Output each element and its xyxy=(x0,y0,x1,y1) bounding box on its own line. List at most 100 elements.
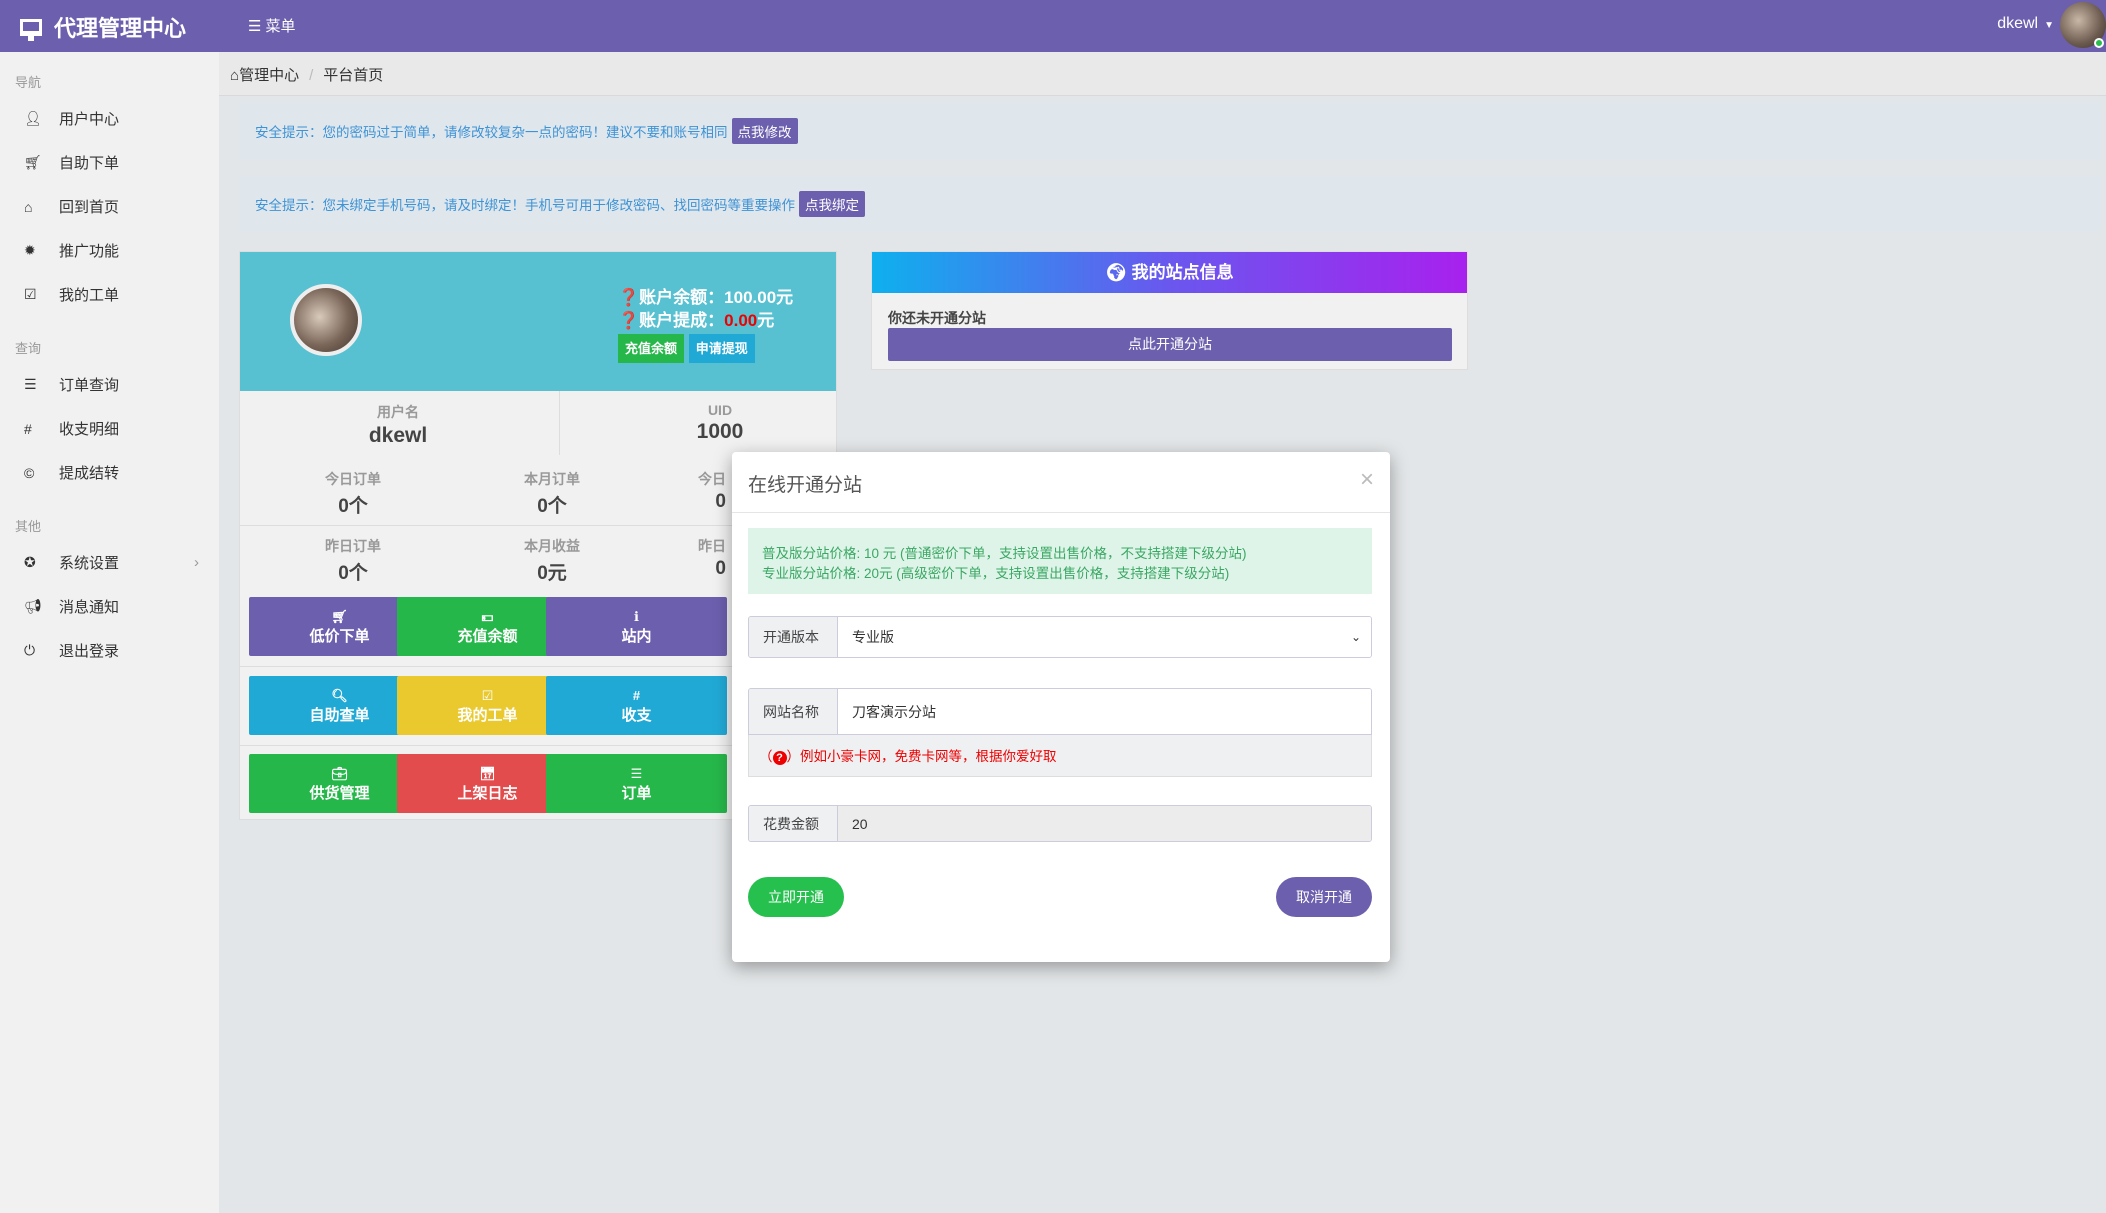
check-square-icon: ☑ xyxy=(481,688,494,703)
monitor-icon xyxy=(20,18,42,41)
stat-label: 本月订单 xyxy=(524,471,580,487)
rebel-icon: ✪ xyxy=(24,554,36,570)
version-label: 开通版本 xyxy=(749,617,838,657)
cart-icon: 🛒︎ xyxy=(331,609,348,624)
uid-stat: UID 1000 xyxy=(620,402,820,444)
bind-phone-button[interactable]: 点我绑定 xyxy=(799,191,865,217)
withdraw-button[interactable]: 申请提现 xyxy=(688,334,755,363)
sidebar-item-logout[interactable]: ⏻ 退出登录 xyxy=(24,640,199,661)
copyright-icon: © xyxy=(24,464,35,481)
divider xyxy=(240,666,836,667)
cost-label: 花费金额 xyxy=(749,806,838,841)
sidebar-item-settings[interactable]: ✪ 系统设置 › xyxy=(24,552,199,573)
sidebar-item-label: 用户中心 xyxy=(59,111,120,128)
phone-alert: 安全提示：您未绑定手机号码，请及时绑定！手机号可用于修改密码、找回密码等重要操作… xyxy=(239,176,2101,232)
sidebar-item-home[interactable]: ⌂ 回到首页 xyxy=(24,196,199,217)
recharge-button[interactable]: 充值余额 xyxy=(618,334,685,363)
submit-button[interactable]: 立即开通 xyxy=(748,877,844,917)
globe-icon: 🌍︎ xyxy=(1105,263,1132,282)
hashtag-icon: # xyxy=(24,420,32,437)
stat-label: 用户名 xyxy=(377,404,419,420)
site-name-input[interactable]: 刀客演示分站 xyxy=(838,689,1371,734)
commission-unit: 元 xyxy=(757,311,775,330)
open-substation-button[interactable]: 点此开通分站 xyxy=(888,328,1452,361)
home-icon: ⌂ xyxy=(230,67,240,84)
list-icon: ☰ xyxy=(630,766,643,781)
site-name-group: 网站名称 刀客演示分站 xyxy=(748,688,1372,735)
balance-info: ❓账户余额：100.00元 ❓账户提成：0.00元 充值余额 申请提现 xyxy=(618,286,793,363)
close-icon[interactable]: × xyxy=(1359,466,1374,493)
stat-label: 本月收益 xyxy=(524,538,580,554)
caret-down-icon: ▼ xyxy=(2044,20,2054,31)
menu-label: 菜单 xyxy=(265,18,296,35)
hashtag-icon: # xyxy=(632,688,641,703)
sidebar-item-promotion[interactable]: ✹ 推广功能 xyxy=(24,240,199,261)
menu-icon: ☰ xyxy=(248,17,262,35)
info-icon: ℹ xyxy=(634,609,639,624)
stat-month-orders: 本月订单 0个 xyxy=(452,469,652,518)
stat-value: 0个 xyxy=(338,563,368,584)
sidebar-item-commission[interactable]: © 提成结转 xyxy=(24,462,199,483)
password-alert: 安全提示：您的密码过于简单，请修改较复杂一点的密码！建议不要和账号相同 点我修改 xyxy=(239,102,2101,160)
quick-action-button[interactable]: ℹ 站内 xyxy=(546,597,727,656)
menu-toggle[interactable]: ☰ 菜单 xyxy=(248,15,295,36)
stat-label: 今日 xyxy=(698,471,726,487)
stat-value: 1000 xyxy=(696,420,744,443)
stat-yesterday-orders: 昨日订单 0个 xyxy=(253,536,453,585)
sidebar-item-label: 消息通知 xyxy=(59,599,120,616)
quick-action-label: 低价下单 xyxy=(309,628,370,645)
balance-value: 100.00元 xyxy=(724,288,794,307)
site-name-label: 网站名称 xyxy=(749,689,838,734)
gear-icon: ✹ xyxy=(24,242,36,258)
user-dropdown[interactable]: dkewl ▼ xyxy=(1997,15,2054,33)
sidebar-item-self-order[interactable]: 🛒︎ 自助下单 xyxy=(24,152,199,173)
version-select[interactable]: 专业版 ⌄ xyxy=(838,617,1371,657)
divider xyxy=(559,391,560,455)
divider xyxy=(240,525,836,526)
quick-action-label: 我的工单 xyxy=(457,707,518,724)
money-icon: 💵︎ xyxy=(481,609,494,624)
stat-value: 0个 xyxy=(537,496,567,517)
breadcrumb-separator: / xyxy=(309,67,314,84)
site-name-hint: （? ）例如小豪卡网，免费卡网等，根据你爱好取 xyxy=(748,735,1372,777)
modal-title: 在线开通分站 xyxy=(748,475,863,496)
stat-value: 0元 xyxy=(537,563,567,584)
pricing-pro: 专业版分站价格: 20元 (高级密价下单，支持设置出售价格，支持搭建下级分站) xyxy=(762,566,1230,581)
divider xyxy=(732,512,1390,513)
quick-action-button[interactable]: # 收支 xyxy=(546,676,727,735)
commission-label: ❓账户提成： xyxy=(618,311,725,330)
stat-label: UID xyxy=(707,402,733,418)
change-password-button[interactable]: 点我修改 xyxy=(731,118,798,144)
stat-today-orders: 今日订单 0个 xyxy=(253,469,453,518)
sidebar-item-transactions[interactable]: # 收支明细 xyxy=(24,418,199,439)
home-icon: ⌂ xyxy=(24,198,33,215)
app-logo[interactable]: 代理管理中心 xyxy=(20,11,186,43)
quick-action-label: 供货管理 xyxy=(309,785,370,802)
avatar[interactable] xyxy=(2060,2,2106,48)
stat-value: 0 xyxy=(715,491,726,512)
cancel-button[interactable]: 取消开通 xyxy=(1276,877,1372,917)
sidebar-section-title: 其他 xyxy=(15,519,42,534)
breadcrumb-home[interactable]: 管理中心 xyxy=(239,67,300,84)
sidebar-item-label: 自助下单 xyxy=(59,155,120,172)
site-info-title: 我的站点信息 xyxy=(1131,263,1234,282)
profile-avatar xyxy=(290,284,362,356)
sidebar-item-tickets[interactable]: ☑ 我的工单 xyxy=(24,284,199,305)
sidebar-section-title: 查询 xyxy=(15,341,42,356)
sidebar-item-label: 退出登录 xyxy=(59,643,120,660)
online-status-icon xyxy=(2094,38,2104,48)
pricing-info: 普及版分站价格: 10 元 (普通密价下单，支持设置出售价格，不支持搭建下级分站… xyxy=(748,528,1372,594)
quick-action-label: 站内 xyxy=(621,628,652,645)
sidebar-item-label: 订单查询 xyxy=(59,377,120,394)
sidebar-item-order-query[interactable]: ☰ 订单查询 xyxy=(24,374,199,395)
sidebar-item-notifications[interactable]: 📢︎ 消息通知 xyxy=(24,596,199,617)
breadcrumb-current: 平台首页 xyxy=(323,67,384,84)
commission-value: 0.00 xyxy=(724,311,758,330)
stat-today-other: 今日 0 xyxy=(526,469,726,513)
sidebar-item-label: 收支明细 xyxy=(59,421,120,438)
sidebar-item-user-center[interactable]: 👤︎ 用户中心 xyxy=(24,108,199,129)
alert-text: 安全提示：您的密码过于简单，请修改较复杂一点的密码！建议不要和账号相同 xyxy=(255,125,728,140)
quick-action-button[interactable]: ☰ 订单 xyxy=(546,754,727,813)
site-status: 你还未开通分站 xyxy=(888,310,986,326)
alert-text: 安全提示：您未绑定手机号码，请及时绑定！手机号可用于修改密码、找回密码等重要操作 xyxy=(255,198,795,213)
